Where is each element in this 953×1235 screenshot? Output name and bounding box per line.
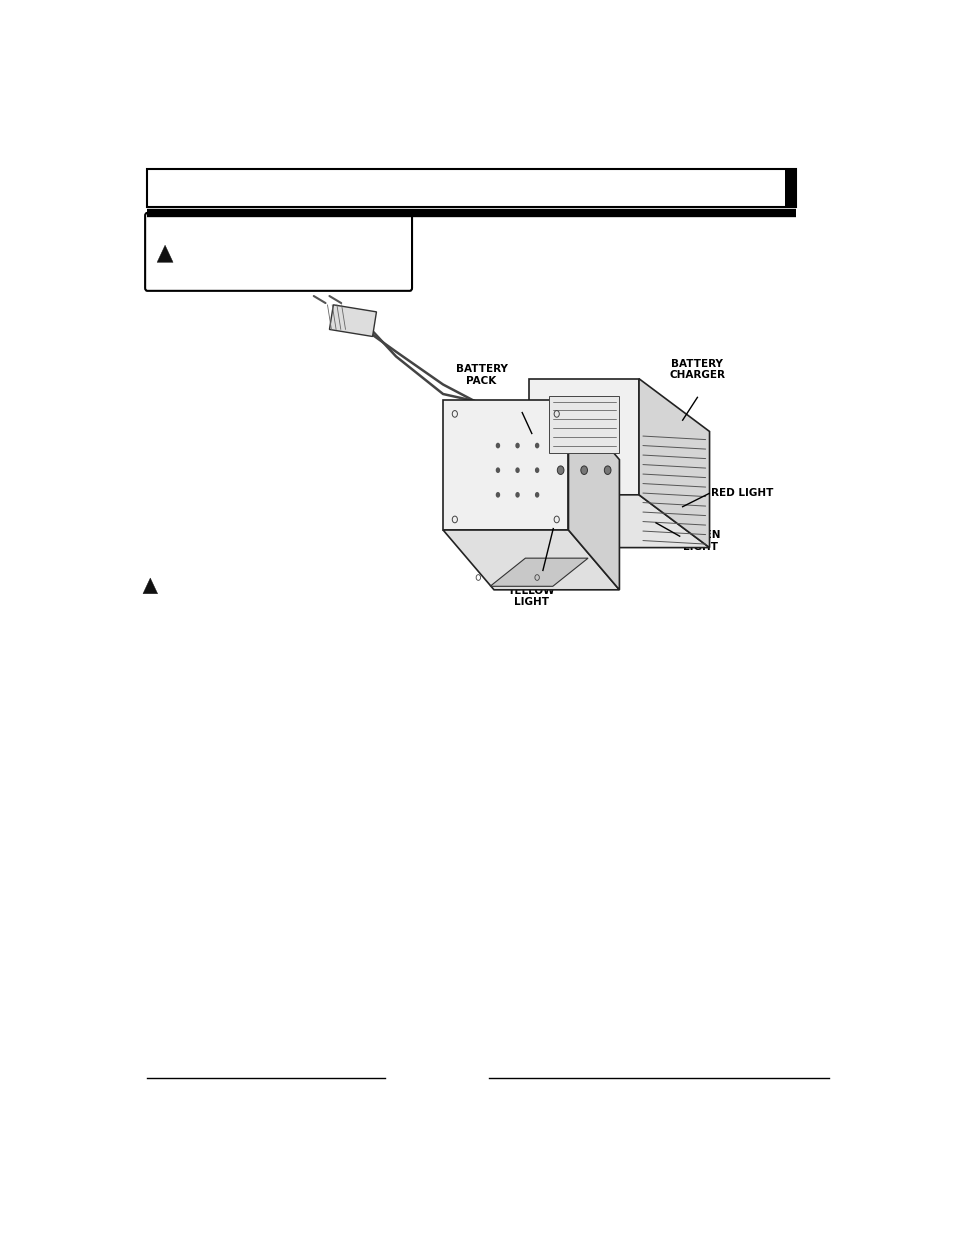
- Polygon shape: [568, 400, 618, 590]
- Text: BATTERY
CHARGER: BATTERY CHARGER: [669, 358, 724, 380]
- Circle shape: [557, 466, 563, 474]
- Polygon shape: [529, 495, 709, 547]
- Circle shape: [515, 467, 519, 473]
- Polygon shape: [639, 379, 709, 547]
- Circle shape: [496, 467, 499, 473]
- Circle shape: [515, 442, 519, 448]
- Text: RED LIGHT: RED LIGHT: [710, 488, 772, 499]
- FancyBboxPatch shape: [145, 212, 412, 291]
- Polygon shape: [529, 379, 639, 495]
- Polygon shape: [442, 530, 618, 590]
- Polygon shape: [548, 396, 618, 452]
- Circle shape: [535, 492, 538, 498]
- Circle shape: [496, 492, 499, 498]
- Circle shape: [580, 466, 587, 474]
- Circle shape: [515, 492, 519, 498]
- Polygon shape: [490, 558, 587, 587]
- Bar: [784, 169, 796, 207]
- Text: YELLOW
LIGHT: YELLOW LIGHT: [507, 585, 555, 608]
- Polygon shape: [143, 578, 157, 594]
- Circle shape: [496, 442, 499, 448]
- Circle shape: [535, 442, 538, 448]
- Circle shape: [603, 466, 610, 474]
- FancyBboxPatch shape: [147, 169, 796, 207]
- Text: BATTERY
PACK: BATTERY PACK: [456, 364, 507, 385]
- Circle shape: [535, 467, 538, 473]
- Polygon shape: [157, 246, 172, 262]
- Polygon shape: [329, 305, 376, 336]
- Text: GREEN
LIGHT: GREEN LIGHT: [680, 530, 720, 552]
- Polygon shape: [442, 400, 568, 530]
